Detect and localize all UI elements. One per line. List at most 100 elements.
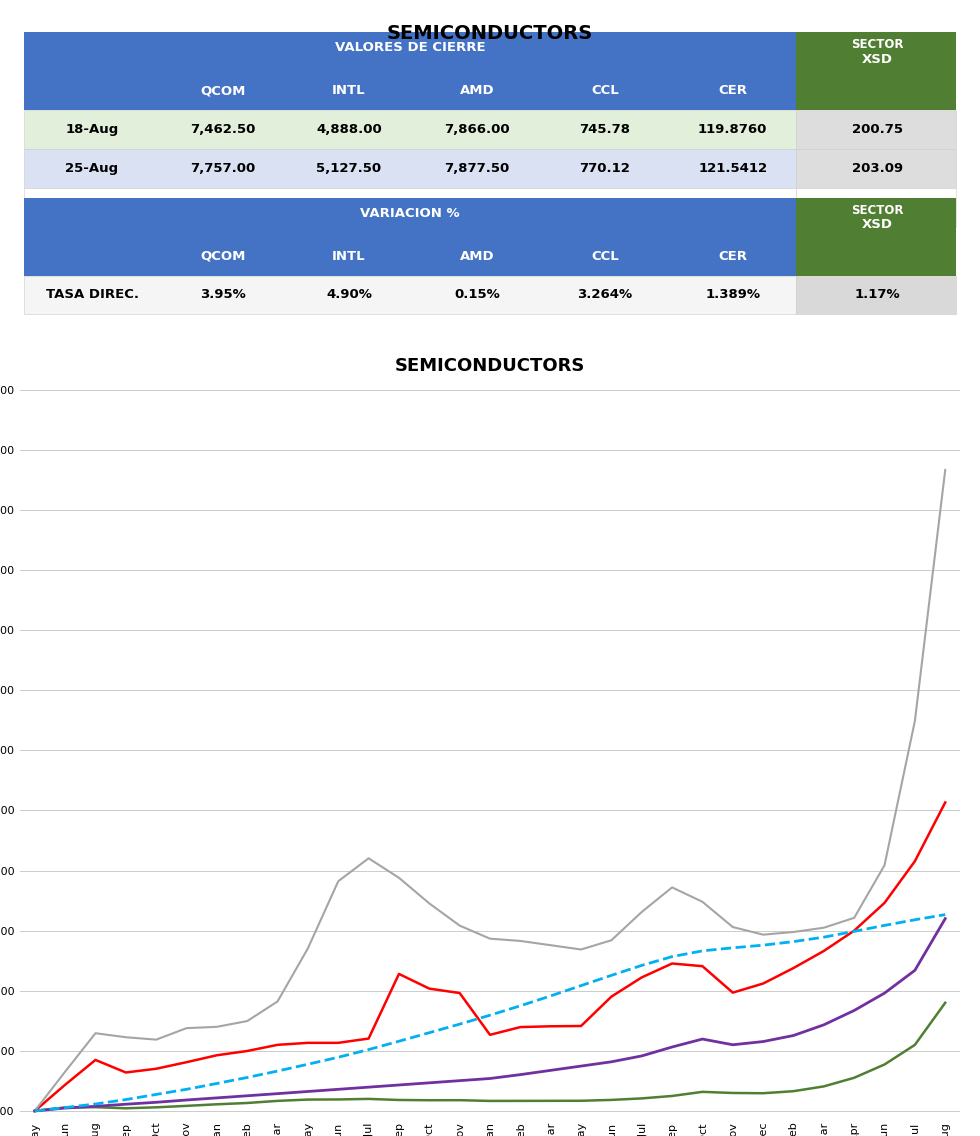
CCL <box>879 986 891 1000</box>
INTL <box>879 1058 891 1071</box>
CER <box>575 979 587 993</box>
CER <box>879 919 891 933</box>
AMD <box>758 928 769 942</box>
Text: VARIACION %: VARIACION % <box>361 207 460 220</box>
INTL <box>332 1093 344 1106</box>
Text: 745.78: 745.78 <box>579 123 630 136</box>
CER <box>241 1070 253 1084</box>
CER <box>59 1101 71 1114</box>
Line: QCOM: QCOM <box>34 802 946 1111</box>
AMD <box>120 1030 131 1044</box>
AMD <box>28 1104 40 1118</box>
Text: INTL: INTL <box>332 250 366 262</box>
INTL <box>302 1093 314 1106</box>
CCL <box>940 912 952 926</box>
Text: QCOM: QCOM <box>200 250 246 262</box>
CER <box>940 908 952 921</box>
AMD <box>636 905 648 919</box>
Text: AMD: AMD <box>460 250 494 262</box>
AMD <box>909 715 921 728</box>
QCOM <box>211 1049 222 1062</box>
INTL <box>423 1094 435 1108</box>
QCOM <box>59 1078 71 1092</box>
QCOM <box>575 1019 587 1033</box>
Bar <box>24 187 796 226</box>
QCOM <box>666 957 678 970</box>
Text: 7,877.50: 7,877.50 <box>444 161 510 175</box>
AMD <box>727 920 739 934</box>
CER <box>89 1097 101 1111</box>
AMD <box>879 859 891 872</box>
CCL <box>211 1091 222 1104</box>
INTL <box>545 1094 557 1108</box>
CER <box>271 1064 283 1078</box>
INTL <box>241 1096 253 1110</box>
Text: 25-Aug: 25-Aug <box>66 161 119 175</box>
CCL <box>28 1104 40 1118</box>
Text: 7,462.50: 7,462.50 <box>190 123 256 136</box>
AMD <box>241 1014 253 1028</box>
AMD <box>575 943 587 957</box>
INTL <box>393 1093 405 1106</box>
CCL <box>818 1018 830 1031</box>
Bar <box>796 198 956 236</box>
Bar <box>24 110 796 149</box>
AMD <box>788 925 800 938</box>
CCL <box>271 1087 283 1101</box>
INTL <box>697 1085 709 1099</box>
Bar <box>24 32 796 72</box>
CER <box>28 1104 40 1118</box>
Bar <box>24 72 796 110</box>
QCOM <box>909 854 921 868</box>
CER <box>454 1018 465 1031</box>
Text: 4.90%: 4.90% <box>326 289 371 301</box>
CCL <box>484 1071 496 1085</box>
INTL <box>758 1086 769 1100</box>
QCOM <box>28 1104 40 1118</box>
Text: CCL: CCL <box>591 84 618 97</box>
Line: AMD: AMD <box>34 470 946 1111</box>
CER <box>514 999 526 1012</box>
Bar <box>24 236 796 276</box>
CCL <box>545 1063 557 1077</box>
INTL <box>727 1086 739 1100</box>
INTL <box>788 1085 800 1099</box>
QCOM <box>788 961 800 975</box>
AMD <box>59 1064 71 1078</box>
CCL <box>302 1085 314 1099</box>
CER <box>393 1035 405 1049</box>
QCOM <box>727 986 739 1000</box>
QCOM <box>484 1028 496 1042</box>
Text: 4,888.00: 4,888.00 <box>316 123 382 136</box>
Bar <box>796 187 956 226</box>
AMD <box>363 852 374 866</box>
Text: SECTOR: SECTOR <box>852 203 904 217</box>
AMD <box>180 1021 192 1035</box>
AMD <box>697 895 709 909</box>
QCOM <box>241 1044 253 1058</box>
CCL <box>849 1003 860 1017</box>
CCL <box>150 1095 162 1109</box>
QCOM <box>120 1066 131 1079</box>
CCL <box>59 1101 71 1114</box>
CER <box>758 938 769 952</box>
CER <box>666 950 678 963</box>
Text: XSD: XSD <box>862 218 893 232</box>
CER <box>211 1077 222 1091</box>
AMD <box>484 932 496 945</box>
Text: 121.5412: 121.5412 <box>698 161 767 175</box>
CER <box>545 989 557 1003</box>
CER <box>363 1043 374 1056</box>
CCL <box>909 963 921 977</box>
Text: AMD: AMD <box>460 84 494 97</box>
AMD <box>89 1027 101 1041</box>
QCOM <box>849 924 860 937</box>
CER <box>484 1009 496 1022</box>
QCOM <box>606 989 617 1003</box>
QCOM <box>150 1062 162 1076</box>
Text: VALORES DE CIERRE: VALORES DE CIERRE <box>335 41 485 55</box>
Text: 119.8760: 119.8760 <box>698 123 767 136</box>
QCOM <box>363 1031 374 1045</box>
Bar <box>24 149 796 187</box>
QCOM <box>636 970 648 984</box>
